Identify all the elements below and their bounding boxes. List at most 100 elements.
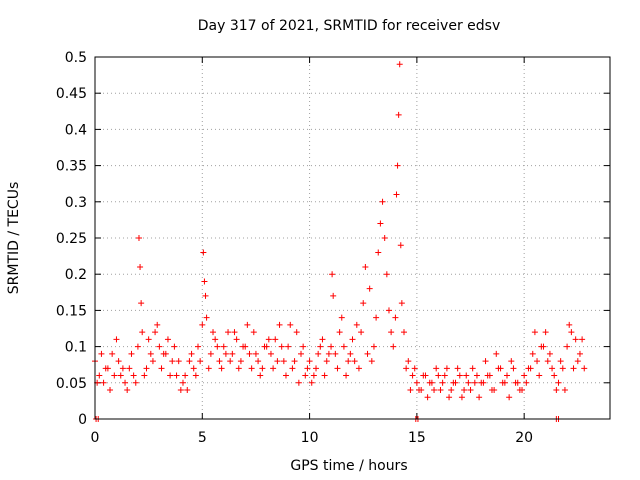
data-point (340, 343, 347, 350)
data-point (461, 387, 468, 394)
grid (95, 57, 610, 419)
data-point (388, 329, 395, 336)
y-tick-label: 0.2 (65, 267, 87, 283)
data-point (306, 358, 313, 365)
data-point (130, 372, 137, 379)
data-point (96, 372, 103, 379)
data-point (439, 379, 446, 386)
data-point (132, 379, 139, 386)
x-tick-label: 10 (301, 430, 319, 446)
data-point (508, 358, 515, 365)
data-point (368, 358, 375, 365)
data-point (568, 329, 575, 336)
tick-labels: 0 0.05 0.1 0.15 0.2 0.25 0.3 0.35 0.4 0.45 0.5 0 5 10… (56, 50, 533, 446)
data-point (420, 372, 427, 379)
data-point (250, 329, 257, 336)
y-axis-label: SRMTID / TECUs (6, 182, 22, 295)
data-point (446, 394, 453, 401)
data-point (145, 336, 152, 343)
data-point (319, 336, 326, 343)
data-point (291, 358, 298, 365)
data-point (338, 314, 345, 321)
data-point (321, 372, 328, 379)
data-point (536, 372, 543, 379)
y-tick-label: 0.45 (56, 86, 87, 102)
data-point (237, 358, 244, 365)
data-point (261, 343, 268, 350)
data-point (300, 343, 307, 350)
data-point (201, 278, 208, 285)
data-point (397, 242, 404, 249)
data-point (527, 365, 534, 372)
data-point (197, 358, 204, 365)
data-point (574, 358, 581, 365)
data-point (111, 372, 118, 379)
data-point (173, 372, 180, 379)
data-point (179, 379, 186, 386)
y-tick-label: 0.5 (65, 50, 87, 66)
data-point (235, 365, 242, 372)
data-point (396, 61, 403, 68)
data-point (465, 379, 472, 386)
data-point (411, 365, 418, 372)
data-point (349, 336, 356, 343)
data-point (519, 387, 526, 394)
data-point (332, 350, 339, 357)
data-point (392, 314, 399, 321)
data-point (205, 365, 212, 372)
data-point (564, 343, 571, 350)
data-point (244, 321, 251, 328)
data-point (164, 336, 171, 343)
data-point (302, 372, 309, 379)
data-point (270, 365, 277, 372)
data-point (202, 292, 209, 299)
data-point (504, 372, 510, 379)
data-point (220, 343, 227, 350)
data-point (167, 372, 174, 379)
data-point (534, 358, 541, 365)
data-point (347, 350, 354, 357)
data-point (336, 329, 343, 336)
data-point (317, 343, 324, 350)
data-point (298, 350, 304, 357)
data-point (542, 329, 549, 336)
data-point (240, 343, 247, 350)
data-point (98, 350, 105, 357)
data-point (139, 329, 146, 336)
data-point (225, 329, 232, 336)
x-axis-label: GPS time / hours (290, 458, 407, 474)
data-point (480, 379, 487, 386)
data-point (435, 372, 442, 379)
y-tick-label: 0.1 (65, 340, 87, 356)
data-point (184, 387, 191, 394)
data-point (401, 329, 407, 336)
data-point (126, 365, 133, 372)
data-point (265, 336, 272, 343)
data-point (579, 336, 586, 343)
data-point (501, 379, 508, 386)
data-point (293, 329, 300, 336)
data-point (177, 387, 184, 394)
data-point (210, 329, 217, 336)
data-point (255, 358, 262, 365)
data-point (313, 365, 320, 372)
x-tick-label: 0 (91, 430, 100, 446)
data-point (403, 365, 410, 372)
data-point (143, 365, 150, 372)
data-point (227, 358, 234, 365)
data-point (323, 358, 330, 365)
data-point (428, 379, 435, 386)
data-point (152, 329, 159, 336)
data-point (122, 379, 129, 386)
data-point (531, 329, 538, 336)
data-point (329, 271, 336, 278)
data-point (581, 365, 588, 372)
data-point (207, 350, 214, 357)
data-point (431, 387, 438, 394)
data-point (137, 263, 144, 270)
data-point (549, 365, 556, 372)
data-point (521, 372, 528, 379)
data-point (169, 358, 176, 365)
data-point (484, 372, 491, 379)
